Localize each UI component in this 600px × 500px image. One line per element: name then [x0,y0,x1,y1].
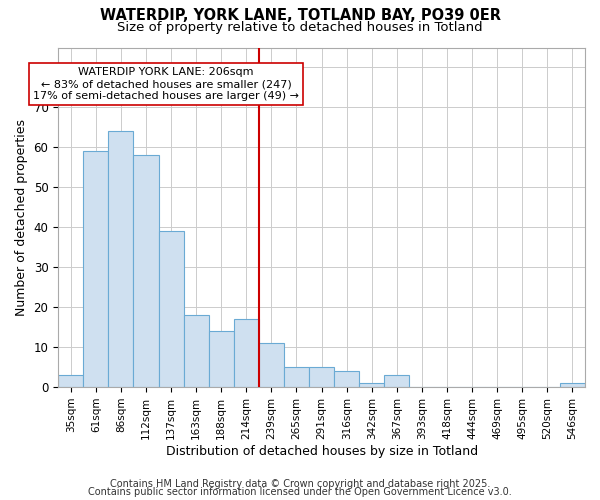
Bar [58,375,83,387]
Text: WATERDIP, YORK LANE, TOTLAND BAY, PO39 0ER: WATERDIP, YORK LANE, TOTLAND BAY, PO39 0… [100,8,500,22]
Bar [359,383,384,387]
Text: Size of property relative to detached houses in Totland: Size of property relative to detached ho… [117,21,483,34]
X-axis label: Distribution of detached houses by size in Totland: Distribution of detached houses by size … [166,444,478,458]
Text: Contains HM Land Registry data © Crown copyright and database right 2025.: Contains HM Land Registry data © Crown c… [110,479,490,489]
Bar [234,319,259,387]
Bar [158,232,184,387]
Bar [109,132,133,387]
Bar [384,375,409,387]
Bar [209,331,234,387]
Bar [560,383,585,387]
Bar [284,367,309,387]
Bar [309,367,334,387]
Bar [184,315,209,387]
Bar [334,371,359,387]
Text: Contains public sector information licensed under the Open Government Licence v3: Contains public sector information licen… [88,487,512,497]
Bar [259,343,284,387]
Y-axis label: Number of detached properties: Number of detached properties [15,119,28,316]
Bar [83,152,109,387]
Bar [133,156,158,387]
Text: WATERDIP YORK LANE: 206sqm
← 83% of detached houses are smaller (247)
17% of sem: WATERDIP YORK LANE: 206sqm ← 83% of deta… [33,68,299,100]
